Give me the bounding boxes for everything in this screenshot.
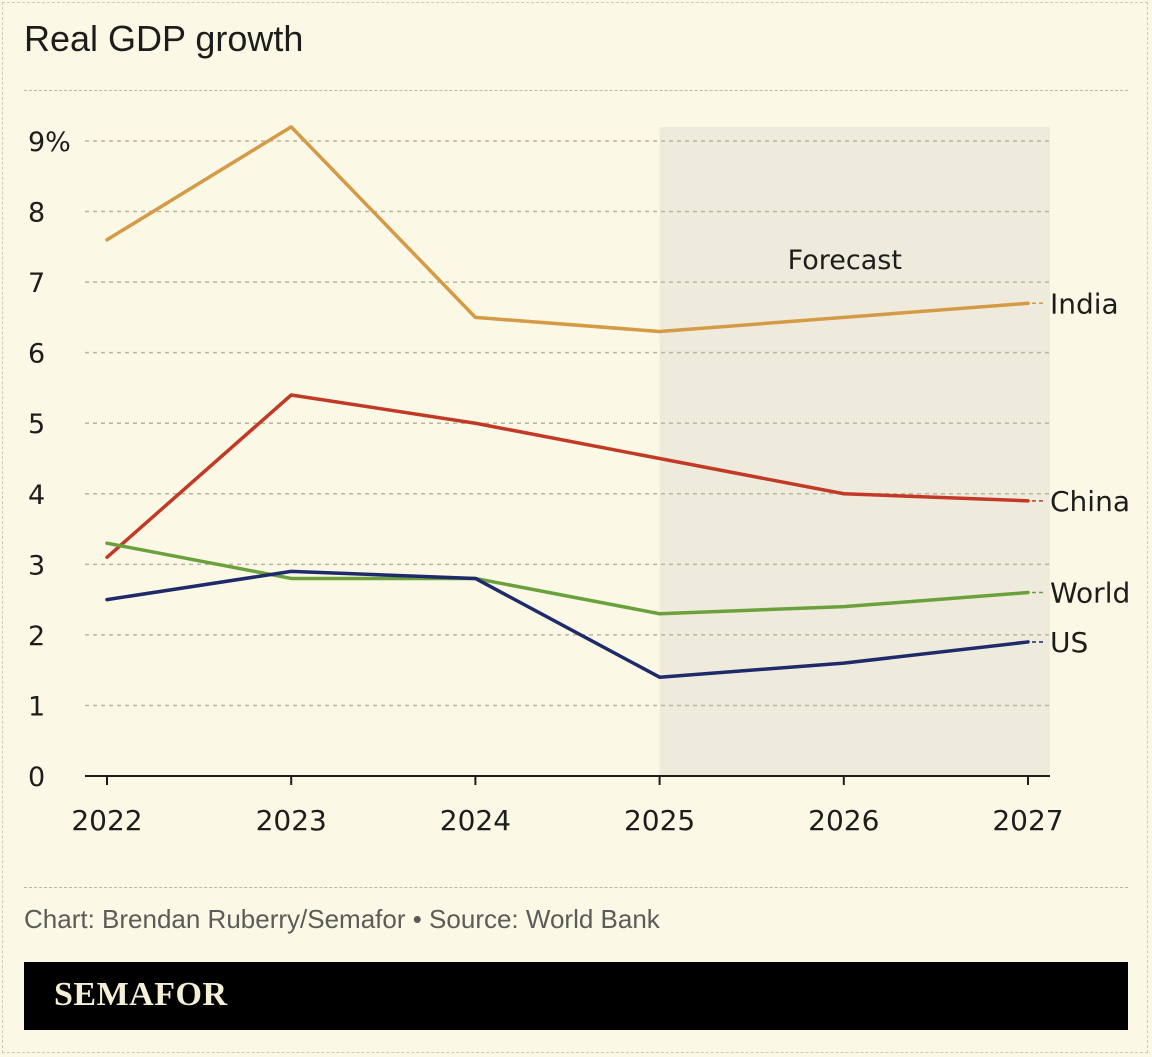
chart-title: Real GDP growth	[24, 18, 304, 59]
series-line-world	[105, 541, 1030, 616]
series-line-india	[105, 125, 1030, 334]
y-tick-label: 3	[28, 550, 45, 581]
x-tick-label: 2022	[71, 804, 142, 837]
y-tick-label: 4	[28, 480, 45, 511]
y-tick-label: 6	[28, 339, 45, 370]
x-tick-label: 2025	[624, 804, 695, 837]
x-tick-label: 2024	[440, 804, 511, 837]
y-tick-label: 0	[28, 762, 45, 793]
x-tick-label: 2023	[256, 804, 327, 837]
y-tick-label: 8	[28, 198, 45, 229]
line-chart: 0 1 2 3 4 5 6 7 8 9% Forecast 2022 2023 2024 2025 2026 2…	[28, 125, 1130, 837]
footer-bar: SEMAFOR	[24, 962, 1128, 1030]
footer-divider	[24, 887, 1128, 888]
y-tick-label: 5	[28, 409, 45, 440]
y-tick-label: 1	[28, 691, 45, 722]
series-label-india: India	[1050, 287, 1119, 320]
series-label-us: US	[1050, 626, 1088, 659]
x-tick-label: 2027	[992, 804, 1063, 837]
forecast-label: Forecast	[788, 245, 902, 276]
series-line-us	[105, 569, 1030, 679]
series-label-world: World	[1050, 577, 1130, 610]
x-tick-label: 2026	[808, 804, 879, 837]
y-tick-label: 9%	[28, 127, 71, 158]
series-label-china: China	[1050, 485, 1130, 518]
series-line-china	[105, 393, 1030, 560]
forecast-region	[659, 127, 1050, 776]
chart-credit: Chart: Brendan Ruberry/Semafor • Source:…	[24, 904, 660, 934]
title-divider	[24, 90, 1128, 91]
y-tick-label: 2	[28, 621, 45, 652]
y-tick-label: 7	[28, 268, 45, 299]
semafor-logo: SEMAFOR	[54, 976, 228, 1013]
